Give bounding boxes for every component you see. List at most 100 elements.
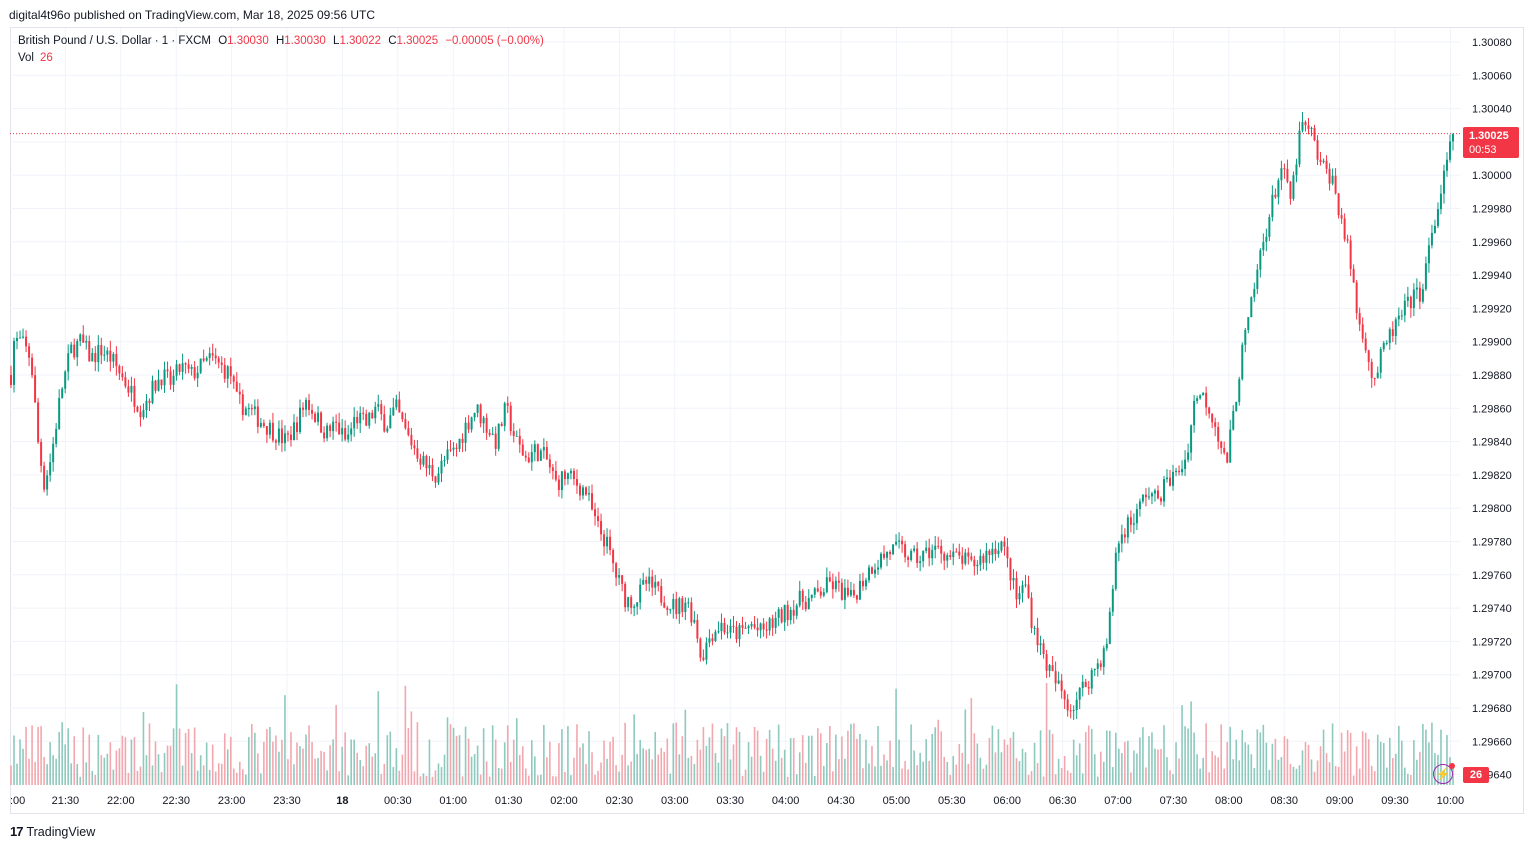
volume-bar (305, 734, 307, 785)
candle-body (187, 364, 190, 369)
volume-bar (741, 775, 744, 785)
volume-bar (416, 722, 419, 785)
candle-body (907, 557, 910, 560)
candle-body (208, 353, 211, 358)
candle-body (615, 563, 618, 578)
candle-body (136, 406, 139, 412)
volume-bar (916, 765, 918, 785)
candle-body (1057, 680, 1060, 684)
volume-bar (813, 776, 816, 785)
candle-body (1442, 170, 1445, 194)
volume-bar (76, 764, 79, 785)
volume-bar (245, 774, 247, 785)
volume-bar (115, 750, 118, 785)
candle-body (563, 471, 566, 479)
volume-bar (1054, 774, 1057, 785)
candle-body (934, 545, 937, 550)
candle-body (693, 619, 696, 623)
candle-body (976, 564, 979, 567)
volume-bar (347, 775, 349, 785)
candle-body (578, 485, 581, 496)
candle-body (1021, 585, 1024, 594)
volume-bar (1235, 739, 1238, 785)
candle-body (858, 580, 861, 600)
candle-body (1138, 501, 1141, 510)
volume-bar (103, 757, 106, 785)
candle-body (250, 408, 253, 410)
symbol-name[interactable]: British Pound / U.S. Dollar · 1 · FXCM (18, 35, 211, 47)
candle-body (374, 406, 377, 419)
candle-body (428, 465, 431, 469)
candle-body (320, 412, 323, 433)
volume-bar (877, 725, 879, 785)
candle-body (211, 353, 214, 356)
candle-body (1175, 470, 1178, 473)
candle-body (825, 577, 828, 593)
candle-body (1012, 577, 1015, 581)
volume-bar (702, 727, 705, 785)
close-label: C (388, 35, 397, 47)
volume-bar (124, 737, 127, 785)
volume-bar (13, 735, 15, 785)
candles (10, 112, 1454, 720)
price-tick-label: 1.29720 (1472, 636, 1512, 648)
volume-bar (1214, 755, 1216, 785)
candle-body (1060, 680, 1063, 691)
candle-body (594, 509, 597, 517)
volume-bar (449, 724, 452, 785)
price-tick-label: 1.29980 (1472, 204, 1512, 216)
volume-bar (678, 754, 681, 785)
volume-bar (1090, 728, 1093, 785)
candle-body (612, 550, 615, 564)
volume-bar (88, 734, 91, 785)
open-value: 1.30030 (227, 35, 269, 47)
volume-bar (242, 769, 244, 785)
volume-bar (579, 747, 581, 785)
candle-body (1235, 402, 1238, 411)
candle-body (1054, 671, 1057, 684)
time-tick-label: 05:30 (938, 795, 966, 807)
volume-bar (443, 754, 446, 785)
candle-body (852, 590, 855, 596)
lightning-icon[interactable]: ⚡ (1433, 763, 1455, 784)
volume-label: Vol (18, 52, 34, 64)
volume-bar (651, 759, 654, 785)
candle-body (828, 577, 831, 582)
volume-value: 26 (40, 52, 53, 64)
symbol-legend[interactable]: British Pound / U.S. Dollar · 1 · FXCM O… (18, 35, 544, 47)
candle-body (488, 432, 491, 435)
volume-bar (1000, 752, 1003, 785)
volume-bar (847, 730, 849, 785)
candle-body (1078, 687, 1081, 700)
candle-body (440, 460, 443, 474)
candle-body (973, 559, 976, 567)
candle-body (335, 421, 338, 423)
volume-bar (112, 769, 115, 785)
volume-bar (287, 759, 289, 785)
volume-bar (269, 727, 271, 785)
candle-body (985, 550, 988, 563)
volume-bar (955, 764, 958, 785)
volume-bar (251, 723, 253, 785)
volume-bar (537, 775, 539, 785)
tradingview-logo-icon: 17 (10, 824, 24, 839)
candle-body (1430, 232, 1433, 246)
tradingview-branding[interactable]: 17 TradingView (10, 824, 95, 839)
volume-bar (1391, 757, 1394, 785)
candle-body (302, 407, 305, 410)
time-tick-label: 03:30 (716, 795, 744, 807)
volume-legend[interactable]: Vol 26 (18, 52, 53, 64)
candle-body (1433, 225, 1436, 233)
volume-bar (1379, 741, 1382, 785)
candle-body (527, 457, 530, 463)
candle-body (1283, 168, 1286, 170)
volume-bar (1190, 701, 1192, 785)
candle-body (223, 364, 226, 379)
volume-bar (1232, 759, 1235, 785)
volume-bar (780, 757, 783, 785)
volume-bar (1337, 766, 1340, 785)
volume-bar (326, 770, 328, 785)
volume-bar (735, 727, 738, 785)
volume-bar (1247, 744, 1250, 785)
